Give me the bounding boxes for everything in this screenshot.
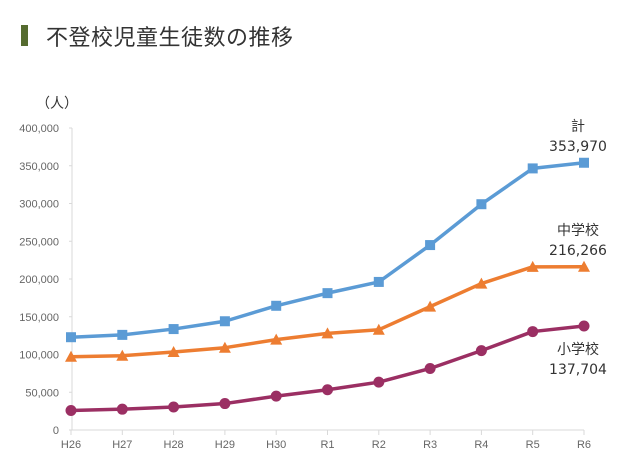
- series-line-2: [70, 324, 585, 413]
- data-point-circle: [65, 404, 77, 416]
- y-tick-label: 400,000: [19, 123, 59, 135]
- series-name-label: 中学校: [557, 222, 599, 239]
- data-point-triangle: [424, 300, 437, 312]
- data-point-circle: [527, 326, 539, 338]
- data-point-square: [219, 316, 230, 327]
- data-point-triangle: [65, 350, 77, 362]
- data-point-triangle: [372, 323, 385, 335]
- y-tick-label: 150,000: [19, 312, 59, 324]
- data-point-triangle: [321, 327, 334, 339]
- data-point-square: [66, 332, 76, 343]
- series-value-label: 137,704: [549, 362, 607, 378]
- y-axis-label: （人）: [36, 96, 78, 112]
- page-title: 不登校児童生徒数の推移: [46, 26, 294, 51]
- title-accent-bar: [21, 25, 28, 46]
- data-point-triangle: [578, 260, 590, 272]
- series-value-label: 353,970: [549, 139, 607, 155]
- data-point-square: [271, 300, 282, 311]
- data-point-circle: [168, 401, 180, 413]
- series-value-label: 216,266: [549, 243, 607, 259]
- y-tick-label: 350,000: [19, 161, 59, 173]
- series-line-0: [70, 161, 585, 339]
- x-tick-label: R1: [320, 439, 334, 451]
- y-tick-label: 100,000: [19, 350, 59, 362]
- series-name-label: 小学校: [557, 341, 599, 358]
- data-point-square: [373, 276, 384, 287]
- data-point-circle: [424, 362, 436, 374]
- data-point-triangle: [526, 260, 539, 272]
- x-tick-label: H30: [266, 439, 286, 451]
- data-point-circle: [322, 384, 333, 396]
- data-point-circle: [219, 398, 231, 410]
- y-tick-label: 0: [53, 425, 59, 437]
- x-tick-label: R3: [423, 439, 437, 451]
- data-point-triangle: [270, 333, 283, 345]
- series-line-1: [70, 264, 585, 359]
- x-tick-label: R4: [474, 439, 488, 451]
- data-point-square: [425, 240, 436, 251]
- y-tick-label: 50,000: [25, 387, 59, 399]
- data-point-square: [322, 288, 333, 299]
- data-point-square: [168, 324, 179, 335]
- data-point-triangle: [475, 277, 488, 289]
- data-point-triangle: [167, 346, 180, 358]
- x-tick-label: H26: [61, 439, 81, 451]
- data-point-square: [527, 163, 538, 174]
- data-point-circle: [373, 376, 385, 388]
- x-tick-label: R2: [372, 439, 386, 451]
- data-point-square: [579, 157, 589, 168]
- y-tick-label: 300,000: [19, 199, 59, 211]
- data-point-circle: [270, 390, 282, 402]
- data-point-triangle: [116, 349, 129, 361]
- data-point-circle: [116, 403, 128, 415]
- y-tick-label: 200,000: [19, 274, 59, 286]
- x-tick-label: R6: [577, 439, 591, 451]
- x-tick-label: H29: [215, 439, 235, 451]
- data-point-square: [476, 199, 487, 210]
- y-tick-label: 250,000: [19, 236, 59, 248]
- x-tick-label: H28: [164, 439, 184, 451]
- data-point-circle: [475, 345, 487, 357]
- data-point-triangle: [218, 341, 231, 353]
- data-point-square: [117, 329, 128, 340]
- x-tick-label: H27: [112, 439, 132, 451]
- data-point-circle: [578, 320, 590, 332]
- x-tick-label: R5: [526, 439, 540, 451]
- series-name-label: 計: [571, 119, 585, 135]
